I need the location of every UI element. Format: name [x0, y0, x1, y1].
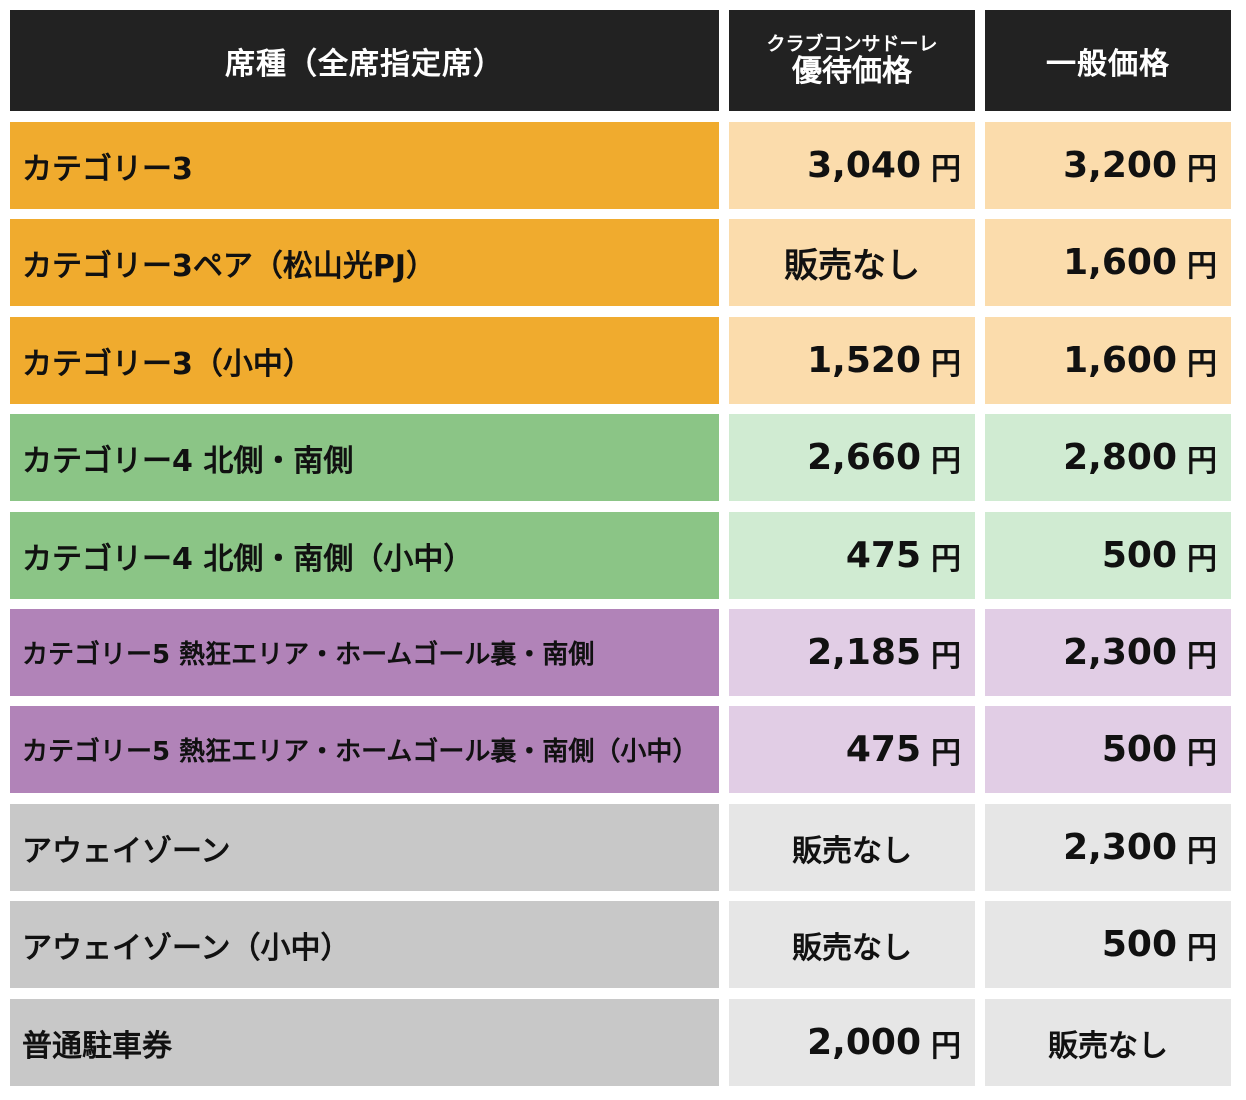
general-currency: 円: [1187, 443, 1217, 479]
member-amount: 475: [845, 535, 921, 576]
member-not-for-sale-label: 販売なし: [792, 930, 912, 966]
general-price: 2,800 円: [985, 414, 1231, 501]
general-price: 3,200 円: [985, 122, 1231, 209]
general-price: 500 円: [985, 901, 1231, 988]
seat-name: カテゴリー5 熱狂エリア・ホームゴール裏・南側: [22, 640, 595, 670]
header-seat-type-label: 席種（全席指定席）: [225, 46, 504, 82]
seat-name: カテゴリー3ペア（松山光PJ）: [22, 248, 437, 284]
seat-name-cell: カテゴリー4 北側・南側: [10, 414, 719, 501]
seat-name: アウェイゾーン（小中）: [22, 930, 351, 966]
general-currency: 円: [1187, 151, 1217, 187]
general-amount: 2,300: [1063, 827, 1177, 868]
header-member-price-line1: クラブコンサドーレ: [766, 32, 938, 55]
general-price: 1,600 円: [985, 317, 1231, 404]
general-amount: 500: [1101, 535, 1177, 576]
general-currency: 円: [1187, 638, 1217, 674]
general-amount: 2,800: [1063, 437, 1177, 478]
member-amount: 1,520: [807, 340, 921, 381]
member-amount: 2,185: [807, 632, 921, 673]
general-amount: 500: [1101, 729, 1177, 770]
general-amount: 1,600: [1063, 340, 1177, 381]
member-currency: 円: [931, 151, 961, 187]
seat-name-cell: 普通駐車券: [10, 999, 719, 1086]
general-currency: 円: [1187, 735, 1217, 771]
member-not-for-sale-label: 販売なし: [792, 833, 912, 869]
header-general-price: 一般価格: [985, 10, 1231, 111]
header-member-price-line2: 優待価格: [792, 53, 912, 89]
general-amount: 500: [1101, 924, 1177, 965]
general-price: 2,300 円: [985, 804, 1231, 891]
seat-name: 普通駐車券: [22, 1028, 172, 1064]
general-price: 2,300 円: [985, 609, 1231, 696]
general-amount: 1,600: [1063, 242, 1177, 283]
header-member-price: クラブコンサドーレ 優待価格: [729, 10, 975, 111]
member-not-for-sale: 販売なし: [729, 219, 975, 306]
general-price: 500 円: [985, 512, 1231, 599]
seat-name-cell: カテゴリー3: [10, 122, 719, 209]
seat-name-cell: カテゴリー5 熱狂エリア・ホームゴール裏・南側: [10, 609, 719, 696]
general-amount: 3,200: [1063, 145, 1177, 186]
seat-name-cell: カテゴリー5 熱狂エリア・ホームゴール裏・南側（小中）: [10, 706, 719, 793]
member-price: 3,040 円: [729, 122, 975, 209]
member-currency: 円: [931, 541, 961, 577]
seat-name-cell: アウェイゾーン: [10, 804, 719, 891]
member-amount: 475: [845, 729, 921, 770]
seat-name: アウェイゾーン: [22, 833, 231, 869]
seat-name: カテゴリー4 北側・南側（小中）: [22, 541, 474, 577]
member-price: 2,660 円: [729, 414, 975, 501]
member-amount: 3,040: [807, 145, 921, 186]
member-not-for-sale-label: 販売なし: [784, 246, 920, 286]
general-price: 500 円: [985, 706, 1231, 793]
member-currency: 円: [931, 346, 961, 382]
general-currency: 円: [1187, 346, 1217, 382]
member-amount: 2,660: [807, 437, 921, 478]
member-currency: 円: [931, 1028, 961, 1064]
member-currency: 円: [931, 443, 961, 479]
general-currency: 円: [1187, 833, 1217, 869]
member-not-for-sale: 販売なし: [729, 804, 975, 891]
seat-name: カテゴリー4 北側・南側: [22, 443, 354, 479]
header-general-price-label: 一般価格: [1046, 46, 1170, 82]
general-price: 1,600 円: [985, 219, 1231, 306]
seat-name: カテゴリー5 熱狂エリア・ホームゴール裏・南側（小中）: [22, 737, 699, 767]
member-price: 2,000 円: [729, 999, 975, 1086]
member-price: 2,185 円: [729, 609, 975, 696]
member-not-for-sale: 販売なし: [729, 901, 975, 988]
seat-name: カテゴリー3: [22, 151, 193, 187]
seat-name-cell: カテゴリー3ペア（松山光PJ）: [10, 219, 719, 306]
member-currency: 円: [931, 638, 961, 674]
general-amount: 2,300: [1063, 632, 1177, 673]
general-currency: 円: [1187, 248, 1217, 284]
seat-name-cell: アウェイゾーン（小中）: [10, 901, 719, 988]
general-currency: 円: [1187, 930, 1217, 966]
member-price: 475 円: [729, 706, 975, 793]
member-price: 475 円: [729, 512, 975, 599]
seat-name-cell: カテゴリー3（小中）: [10, 317, 719, 404]
member-amount: 2,000: [807, 1022, 921, 1063]
seat-name-cell: カテゴリー4 北側・南側（小中）: [10, 512, 719, 599]
general-not-for-sale-label: 販売なし: [1048, 1028, 1168, 1064]
general-not-for-sale: 販売なし: [985, 999, 1231, 1086]
member-price: 1,520 円: [729, 317, 975, 404]
general-currency: 円: [1187, 541, 1217, 577]
seat-name: カテゴリー3（小中）: [22, 346, 313, 382]
member-currency: 円: [931, 735, 961, 771]
header-seat-type: 席種（全席指定席）: [10, 10, 719, 111]
